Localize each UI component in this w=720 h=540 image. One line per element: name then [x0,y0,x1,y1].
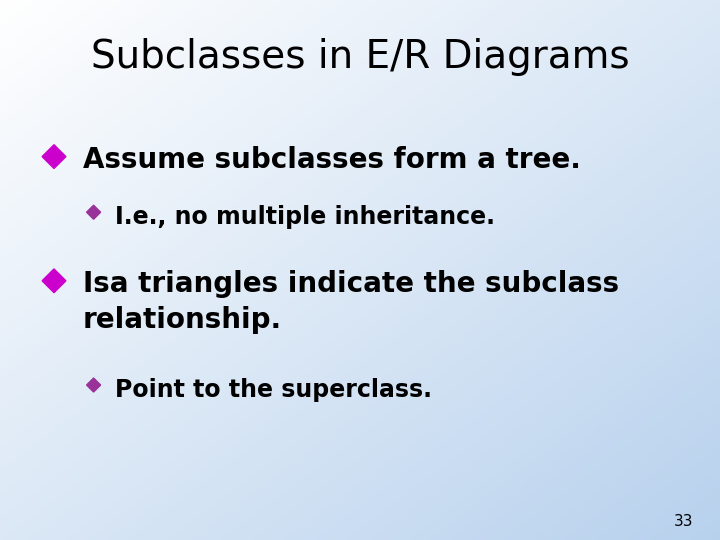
Text: Point to the superclass.: Point to the superclass. [115,378,432,402]
Text: I.e., no multiple inheritance.: I.e., no multiple inheritance. [115,205,495,229]
Polygon shape [42,269,66,293]
Polygon shape [42,145,66,168]
Polygon shape [86,205,101,219]
Text: Assume subclasses form a tree.: Assume subclasses form a tree. [83,146,580,174]
Polygon shape [86,378,101,392]
Text: 33: 33 [674,514,694,529]
Text: Subclasses in E/R Diagrams: Subclasses in E/R Diagrams [91,38,629,76]
Text: Isa triangles indicate the subclass
relationship.: Isa triangles indicate the subclass rela… [83,270,619,334]
